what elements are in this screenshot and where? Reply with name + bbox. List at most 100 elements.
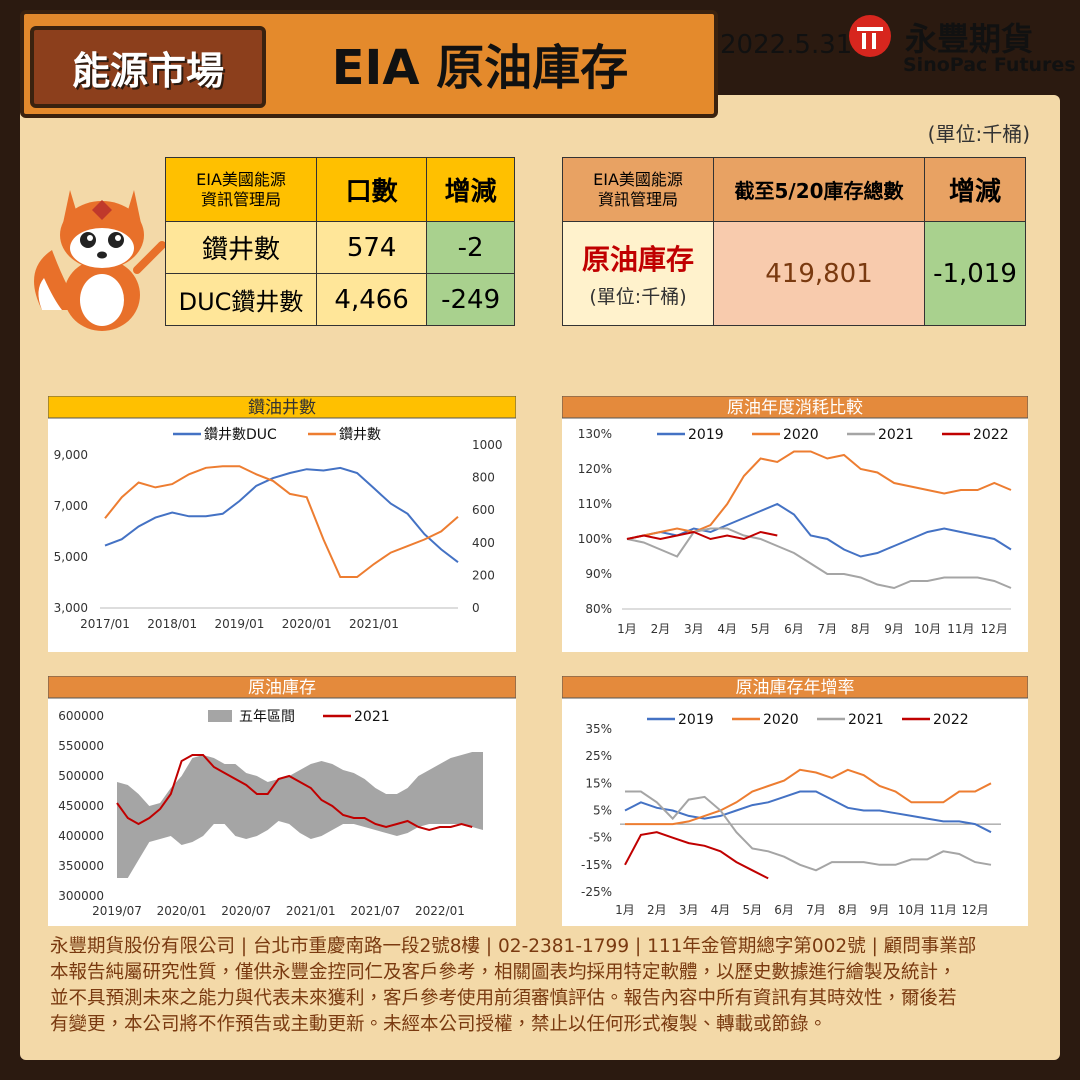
y-tick-label: 500000 — [58, 769, 104, 783]
x-tick-label: 9月 — [870, 903, 890, 917]
y2-tick-label: 800 — [472, 471, 495, 485]
x-tick-label: 6月 — [784, 622, 804, 636]
x-tick-label: 1月 — [617, 622, 637, 636]
inventory-table: EIA美國能源 資訊管理局 截至5/20庫存總數 增減 原油庫存 (單位:千桶)… — [562, 157, 1026, 326]
legend-label: 2021 — [848, 712, 884, 728]
y2-tick-label: 400 — [472, 536, 495, 550]
y-tick-label: 400000 — [58, 829, 104, 843]
x-tick-label: 10月 — [914, 622, 941, 636]
chart: 原油年度消耗比較 80% 90% 100% 110% 120% 130% 1月 2月 3月 4月 5月… — [562, 396, 1028, 652]
table-header: EIA美國能源 資訊管理局 — [165, 157, 317, 222]
y2-tick-label: 600 — [472, 503, 495, 517]
table-cell: 4,466 — [315, 273, 428, 326]
y-tick-label: 7,000 — [54, 499, 88, 513]
fox-mascot — [34, 190, 166, 331]
chart-title: 原油庫存年增率 — [736, 678, 855, 698]
y2-tick-label: 1000 — [472, 438, 503, 452]
y-tick-label: -25% — [581, 885, 612, 899]
range-band — [117, 752, 483, 878]
table-header: 口數 — [315, 157, 428, 222]
rig-count-table: EIA美國能源 資訊管理局 口數 增減 鑽井數 574 -2 DUC鑽井數 4,… — [165, 157, 515, 326]
table-cell: 原油庫存 (單位:千桶) — [562, 221, 714, 326]
x-tick-label: 12月 — [961, 903, 988, 917]
table-header: 截至5/20庫存總數 — [713, 157, 925, 222]
x-tick-label: 2月 — [651, 622, 671, 636]
brand-logo — [849, 15, 891, 57]
x-tick-label: 2021/07 — [350, 904, 400, 918]
x-tick-label: 4月 — [711, 903, 731, 917]
y-tick-label: 110% — [578, 497, 612, 511]
y-tick-label: -5% — [589, 831, 612, 845]
legend-label: 鑽井數DUC — [204, 427, 277, 443]
brand-name: 永豐期貨 — [905, 20, 1034, 58]
x-tick-label: 7月 — [806, 903, 826, 917]
table-cell: -2 — [426, 221, 515, 274]
series-line — [624, 790, 992, 834]
x-tick-label: 2月 — [647, 903, 667, 917]
y-tick-label: 5% — [593, 804, 612, 818]
chart-background — [562, 676, 1028, 926]
footer-line: 本報告純屬研究性質，僅供永豐金控同仁及客戶參考，相關圖表均採用特定軟體，以歷史數… — [50, 962, 957, 983]
x-tick-label: 4月 — [717, 622, 737, 636]
x-tick-label: 8月 — [838, 903, 858, 917]
x-tick-label: 2017/01 — [80, 617, 130, 631]
unit-note: (單位:千桶) — [927, 122, 1030, 146]
table-cell: -1,019 — [924, 221, 1026, 326]
chart-title: 原油年度消耗比較 — [727, 398, 863, 418]
series-line — [625, 768, 992, 826]
y-tick-label: 450000 — [58, 799, 104, 813]
chart-title-bar — [562, 396, 1028, 419]
y-tick-label: 25% — [585, 749, 612, 763]
x-tick-label: 2019/01 — [215, 617, 265, 631]
x-tick-label: 8月 — [851, 622, 871, 636]
x-tick-label: 7月 — [818, 622, 838, 636]
legend-label: 2022 — [973, 427, 1009, 443]
chart-title: 原油庫存 — [248, 678, 316, 698]
series-line — [624, 831, 769, 880]
row-sublabel: (單位:千桶) — [589, 286, 687, 308]
series-line — [104, 466, 459, 563]
chart-title-bar — [48, 396, 516, 419]
series-line — [626, 502, 1012, 558]
legend-label: 2020 — [763, 712, 799, 728]
legend-label: 2022 — [933, 712, 969, 728]
x-tick-label: 5月 — [751, 622, 771, 636]
legend-label: 五年區間 — [239, 709, 295, 725]
x-tick-label: 2021/01 — [286, 904, 336, 918]
chart: 鑽油井數 3,000 5,000 7,000 9,000 0 200 400 600 800 100… — [48, 396, 516, 652]
x-tick-label: 12月 — [981, 622, 1008, 636]
table-header: 增減 — [924, 157, 1026, 222]
y-tick-label: 90% — [585, 567, 612, 581]
series-line — [625, 790, 992, 872]
x-tick-label: 10月 — [898, 903, 925, 917]
footer-line: 並不具預測未來之能力與代表未來獲利，客戶參考使用前須審慎評估。報告內容中所有資訊… — [50, 988, 957, 1009]
y-tick-label: 15% — [585, 776, 612, 790]
footer: 永豐期貨股份有限公司 | 台北市重慶南路一段2號8樓 | 02-2381-179… — [50, 934, 1060, 1038]
series-line — [104, 465, 459, 578]
chart: 原油庫存 300000 350000 400000 450000 500000 550000… — [48, 676, 516, 926]
y-tick-label: 300000 — [58, 889, 104, 903]
y-tick-label: 600000 — [58, 709, 104, 723]
y-tick-label: 350000 — [58, 859, 104, 873]
table-cell: DUC鑽井數 — [165, 273, 317, 326]
y-tick-label: 550000 — [58, 739, 104, 753]
x-tick-label: 2022/01 — [415, 904, 465, 918]
x-tick-label: 5月 — [742, 903, 762, 917]
x-tick-label: 2020/01 — [157, 904, 207, 918]
legend-label: 鑽井數 — [339, 427, 381, 443]
x-tick-label: 2018/01 — [147, 617, 197, 631]
chart-title-bar — [48, 676, 516, 699]
y-tick-label: -15% — [581, 858, 612, 872]
series-line — [116, 754, 473, 832]
table-header: 增減 — [426, 157, 515, 222]
y-tick-label: 80% — [585, 602, 612, 616]
x-tick-label: 1月 — [615, 903, 635, 917]
series-line — [626, 450, 1012, 540]
table-cell: 419,801 — [713, 221, 925, 326]
legend-swatch — [208, 710, 232, 722]
chart-background — [48, 396, 516, 652]
y-tick-label: 35% — [585, 722, 612, 736]
y-tick-label: 9,000 — [54, 448, 88, 462]
x-tick-label: 11月 — [947, 622, 974, 636]
